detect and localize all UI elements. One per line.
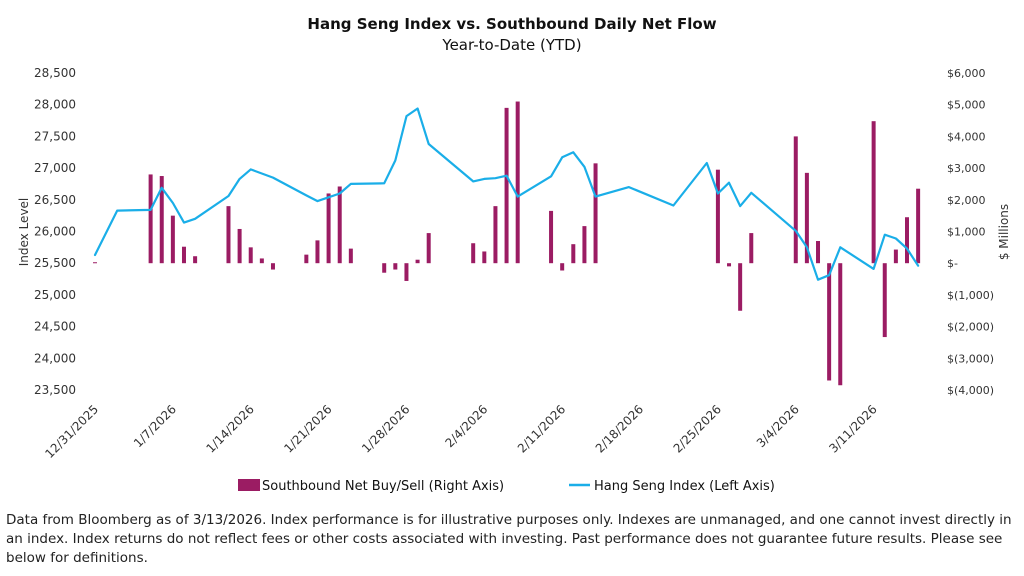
left-tick-label: 24,000 — [34, 351, 76, 365]
x-tick-label: 1/28/2026 — [359, 402, 412, 455]
flow-bar — [727, 263, 732, 267]
flow-bar — [326, 193, 331, 264]
flow-bar — [804, 172, 809, 264]
flow-bar — [393, 263, 398, 270]
flow-bar — [593, 163, 598, 264]
flow-bar — [226, 206, 231, 264]
x-tick-label: 2/25/2026 — [671, 402, 724, 455]
flow-bar — [415, 259, 420, 264]
x-tick-label: 2/11/2026 — [515, 402, 568, 455]
x-tick-label: 3/11/2026 — [826, 402, 879, 455]
right-axis-label: $ Millions — [997, 204, 1011, 260]
right-tick-label: $6,000 — [947, 67, 986, 80]
flow-bar — [482, 251, 487, 264]
footnote: Data from Bloomberg as of 3/13/2026. Ind… — [6, 512, 1012, 566]
flow-bar — [893, 249, 898, 264]
x-tick-label: 1/14/2026 — [203, 402, 256, 455]
left-axis-ticks: 28,500 28,000 27,500 27,000 26,500 26,000 25,5… — [34, 66, 76, 397]
right-tick-label: $(2,000) — [947, 321, 994, 334]
flow-bar — [315, 240, 320, 264]
flow-bar — [838, 263, 843, 386]
flow-bar — [882, 263, 887, 338]
combo-chart: Hang Seng Index vs. Southbound Daily Net… — [17, 15, 1011, 494]
x-tick-label: 1/7/2026 — [131, 402, 179, 450]
flow-bar — [560, 263, 565, 271]
left-tick-label: 25,000 — [34, 288, 76, 302]
flow-bar — [582, 226, 587, 264]
right-tick-label: $2,000 — [947, 194, 986, 207]
flow-bar — [715, 169, 720, 264]
flow-bar — [159, 176, 164, 264]
x-tick-label: 1/21/2026 — [281, 402, 334, 455]
flow-bar — [549, 210, 554, 264]
left-tick-label: 24,500 — [34, 320, 76, 334]
flow-bar — [738, 263, 743, 311]
x-tick-label: 2/4/2026 — [442, 402, 490, 450]
left-tick-label: 23,500 — [34, 383, 76, 397]
southbound-bars — [93, 101, 921, 386]
x-tick-label: 12/31/2025 — [42, 402, 101, 461]
chart-subtitle: Year-to-Date (YTD) — [441, 36, 581, 54]
right-tick-label: $(3,000) — [947, 352, 994, 365]
right-tick-label: $(1,000) — [947, 289, 994, 302]
x-tick-label: 2/18/2026 — [593, 402, 646, 455]
x-axis-ticks: 12/31/2025 1/7/2026 1/14/2026 1/21/2026 1/28… — [42, 402, 879, 461]
flow-bar — [93, 262, 97, 264]
left-tick-label: 26,000 — [34, 225, 76, 239]
chart-title: Hang Seng Index vs. Southbound Daily Net… — [307, 15, 716, 33]
flow-bar — [404, 263, 409, 281]
flow-bar — [148, 174, 153, 264]
hang-seng-index-line — [93, 107, 920, 281]
right-axis-ticks: $6,000 $5,000 $4,000 $3,000 $2,000 $1,000 $- $(… — [947, 67, 994, 397]
flow-bar — [871, 121, 876, 264]
flow-bar — [471, 243, 476, 264]
flow-bar — [504, 107, 509, 264]
legend-label-line: Hang Seng Index (Left Axis) — [594, 479, 775, 494]
right-tick-label: $(4,000) — [947, 384, 994, 397]
right-tick-label: $1,000 — [947, 226, 986, 239]
flow-bar — [259, 258, 264, 264]
flow-bar — [793, 136, 798, 264]
flow-bar — [426, 233, 431, 264]
right-tick-label: $4,000 — [947, 130, 986, 143]
flow-bar — [571, 244, 576, 264]
flow-bar — [270, 263, 275, 270]
left-tick-label: 26,500 — [34, 193, 76, 207]
flow-bar — [749, 233, 754, 264]
flow-bar — [816, 241, 821, 264]
flow-bar — [193, 256, 198, 264]
flow-bar — [181, 246, 186, 264]
right-tick-label: $3,000 — [947, 162, 986, 175]
right-tick-label: $5,000 — [947, 99, 986, 112]
flow-bar — [905, 217, 909, 264]
flow-bar — [348, 248, 353, 264]
left-tick-label: 25,500 — [34, 256, 76, 270]
left-tick-label: 28,000 — [34, 98, 76, 112]
hang-seng-line-layer — [93, 107, 920, 281]
left-tick-label: 28,500 — [34, 66, 76, 80]
flow-bar — [382, 263, 387, 273]
flow-bar — [515, 101, 520, 264]
left-tick-label: 27,500 — [34, 129, 76, 143]
x-tick-label: 3/4/2026 — [754, 402, 802, 450]
legend: Southbound Net Buy/Sell (Right Axis) Han… — [238, 479, 775, 494]
legend-swatch-bars — [238, 479, 260, 491]
right-tick-label: $- — [947, 257, 958, 270]
flow-bar — [248, 247, 253, 264]
legend-label-bars: Southbound Net Buy/Sell (Right Axis) — [262, 479, 504, 494]
flow-bar — [337, 186, 342, 264]
flow-bar — [304, 254, 309, 264]
flow-bar — [170, 215, 175, 264]
flow-bar — [493, 206, 498, 264]
left-tick-label: 27,000 — [34, 161, 76, 175]
left-axis-label: Index Level — [17, 198, 31, 267]
flow-bar — [827, 263, 832, 381]
flow-bar — [916, 188, 921, 264]
flow-bar — [237, 228, 242, 264]
